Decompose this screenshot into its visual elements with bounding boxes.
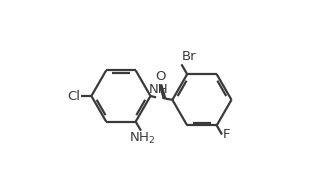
Text: F: F: [223, 128, 230, 141]
Text: O: O: [155, 70, 165, 83]
Text: NH: NH: [149, 83, 169, 96]
Text: Br: Br: [181, 50, 196, 63]
Text: Cl: Cl: [67, 89, 80, 103]
Text: NH$_2$: NH$_2$: [129, 131, 155, 146]
